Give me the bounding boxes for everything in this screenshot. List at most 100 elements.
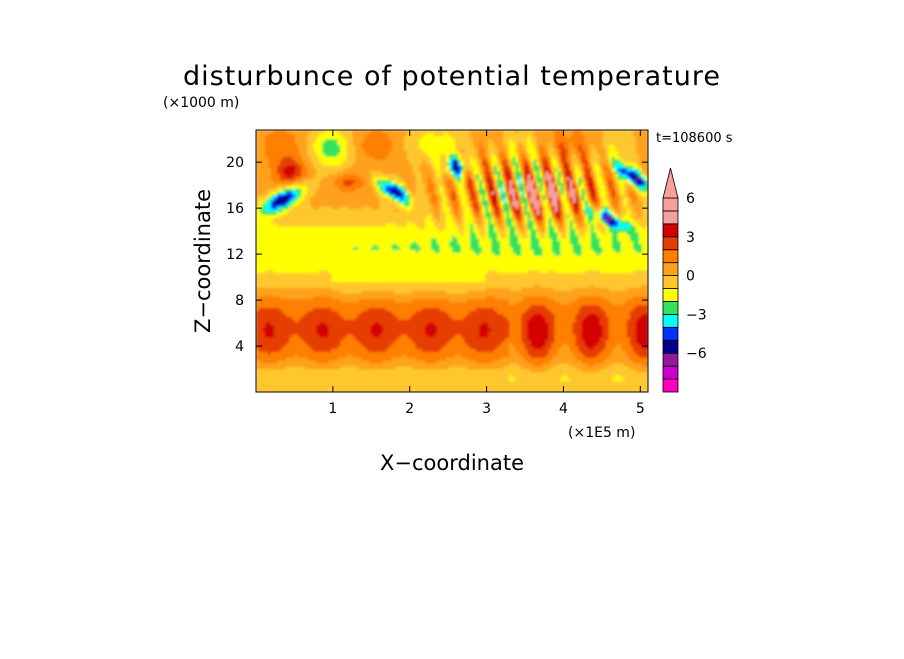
field-cell bbox=[355, 284, 360, 288]
field-cell bbox=[328, 316, 332, 320]
field-cell bbox=[313, 313, 317, 317]
field-cell bbox=[364, 223, 369, 227]
field-cell bbox=[283, 368, 287, 373]
field-cell bbox=[277, 191, 281, 195]
field-cell bbox=[355, 354, 360, 358]
field-cell bbox=[325, 365, 329, 370]
field-cell bbox=[358, 339, 363, 344]
field-cell bbox=[310, 147, 314, 151]
field-cell bbox=[295, 272, 299, 277]
field-cell bbox=[367, 196, 372, 201]
field-cell bbox=[370, 368, 375, 373]
field-cell bbox=[334, 211, 339, 216]
field-cell bbox=[379, 284, 384, 288]
field-cell bbox=[358, 240, 363, 245]
field-cell bbox=[370, 389, 375, 392]
field-cell bbox=[283, 228, 287, 233]
field-cell bbox=[364, 313, 369, 317]
field-cell bbox=[268, 365, 272, 370]
field-cell bbox=[352, 164, 357, 169]
field-cell bbox=[355, 228, 360, 233]
field-cell bbox=[349, 266, 354, 271]
field-cell bbox=[370, 313, 375, 317]
field-cell bbox=[286, 330, 290, 335]
field-cell bbox=[271, 357, 275, 361]
field-cell bbox=[289, 196, 293, 201]
field-cell bbox=[277, 345, 281, 349]
field-cell bbox=[367, 147, 372, 151]
field-cell bbox=[292, 243, 296, 248]
field-cell bbox=[307, 371, 311, 376]
field-cell bbox=[259, 243, 263, 248]
field-cell bbox=[325, 249, 329, 253]
field-cell bbox=[310, 132, 314, 137]
field-cell bbox=[340, 281, 345, 285]
field-cell bbox=[277, 261, 281, 265]
field-cell bbox=[298, 266, 302, 271]
field-cell bbox=[346, 342, 351, 347]
field-cell bbox=[268, 246, 272, 250]
field-cell bbox=[379, 188, 384, 192]
field-cell bbox=[301, 333, 305, 338]
field-cell bbox=[268, 269, 272, 274]
field-cell bbox=[352, 313, 357, 317]
field-cell bbox=[334, 255, 339, 259]
field-cell bbox=[295, 316, 299, 320]
field-cell bbox=[355, 359, 360, 364]
field-cell bbox=[256, 162, 260, 166]
field-cell bbox=[310, 316, 314, 320]
field-cell bbox=[376, 231, 381, 236]
field-cell bbox=[256, 191, 260, 195]
field-cell bbox=[337, 362, 342, 367]
field-cell bbox=[259, 179, 263, 183]
field-cell bbox=[316, 342, 320, 347]
field-cell bbox=[322, 371, 326, 376]
field-cell bbox=[298, 199, 302, 204]
field-cell bbox=[364, 310, 369, 314]
field-cell bbox=[274, 141, 278, 146]
field-cell bbox=[343, 316, 348, 320]
field-cell bbox=[283, 269, 287, 274]
field-cell bbox=[349, 359, 354, 364]
field-cell bbox=[298, 211, 302, 216]
field-cell bbox=[367, 246, 372, 250]
field-cell bbox=[328, 272, 332, 277]
field-cell bbox=[277, 354, 281, 358]
field-cell bbox=[331, 156, 335, 160]
field-cell bbox=[382, 325, 387, 329]
field-cell bbox=[322, 284, 326, 288]
field-cell bbox=[286, 179, 290, 183]
field-cell bbox=[310, 389, 314, 392]
field-cell bbox=[277, 179, 281, 183]
field-cell bbox=[268, 359, 272, 364]
field-cell bbox=[337, 266, 342, 271]
field-cell bbox=[295, 359, 299, 364]
field-cell bbox=[307, 217, 311, 221]
field-cell bbox=[322, 205, 326, 210]
field-cell bbox=[325, 307, 329, 312]
field-cell bbox=[304, 266, 308, 271]
field-cell bbox=[259, 357, 263, 361]
field-cell bbox=[271, 162, 275, 166]
field-cell bbox=[271, 348, 275, 352]
field-cell bbox=[268, 368, 272, 373]
field-cell bbox=[325, 304, 329, 309]
field-cell bbox=[322, 185, 326, 189]
field-cell bbox=[331, 298, 335, 303]
field-cell bbox=[352, 266, 357, 271]
field-cell bbox=[325, 153, 329, 157]
field-cells bbox=[256, 130, 648, 392]
field-cell bbox=[343, 228, 348, 233]
field-cell bbox=[373, 298, 378, 303]
field-cell bbox=[328, 325, 332, 329]
field-cell bbox=[334, 135, 339, 140]
field-cell bbox=[301, 336, 305, 341]
field-cell bbox=[328, 188, 332, 192]
field-cell bbox=[349, 249, 354, 253]
field-cell bbox=[379, 386, 384, 390]
field-cell bbox=[271, 266, 275, 271]
field-cell bbox=[367, 281, 372, 285]
field-cell bbox=[346, 351, 351, 355]
field-cell bbox=[301, 208, 305, 213]
field-cell bbox=[364, 234, 369, 239]
